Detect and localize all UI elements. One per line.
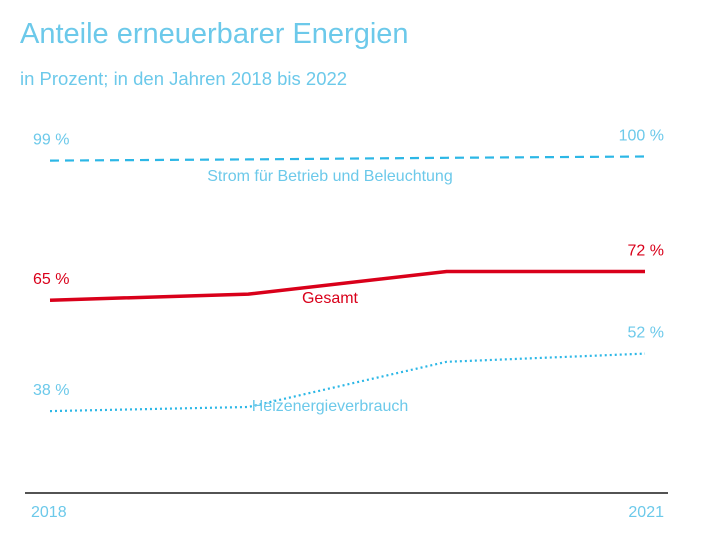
x-tick-label-end: 2021: [628, 504, 664, 521]
series-2-start-label: 65 %: [33, 271, 69, 288]
series-3-start-label: 38 %: [33, 382, 69, 399]
series-3-name-label: Heizenergieverbrauch: [252, 398, 409, 415]
series-2-end-label: 72 %: [628, 243, 664, 260]
chart-subtitle: in Prozent; in den Jahren 2018 bis 2022: [20, 68, 347, 89]
series-layer: [49, 155, 646, 413]
series-3-end-label: 52 %: [628, 325, 664, 342]
series-2-name-label: Gesamt: [302, 290, 359, 307]
label-layer: 99 % 100 % Strom für Betrieb und Beleuchtu…: [33, 128, 664, 416]
series-line-3: [49, 352, 646, 413]
series-1-name-label: Strom für Betrieb und Beleuchtung: [207, 168, 452, 185]
chart-title: Anteile erneuerbarer Energien: [20, 18, 409, 50]
series-line-2: [49, 269, 645, 302]
series-1-end-label: 100 %: [619, 128, 664, 145]
x-tick-label-start: 2018: [31, 504, 67, 521]
series-line-1: [49, 155, 646, 162]
series-1-start-label: 99 %: [33, 132, 69, 149]
